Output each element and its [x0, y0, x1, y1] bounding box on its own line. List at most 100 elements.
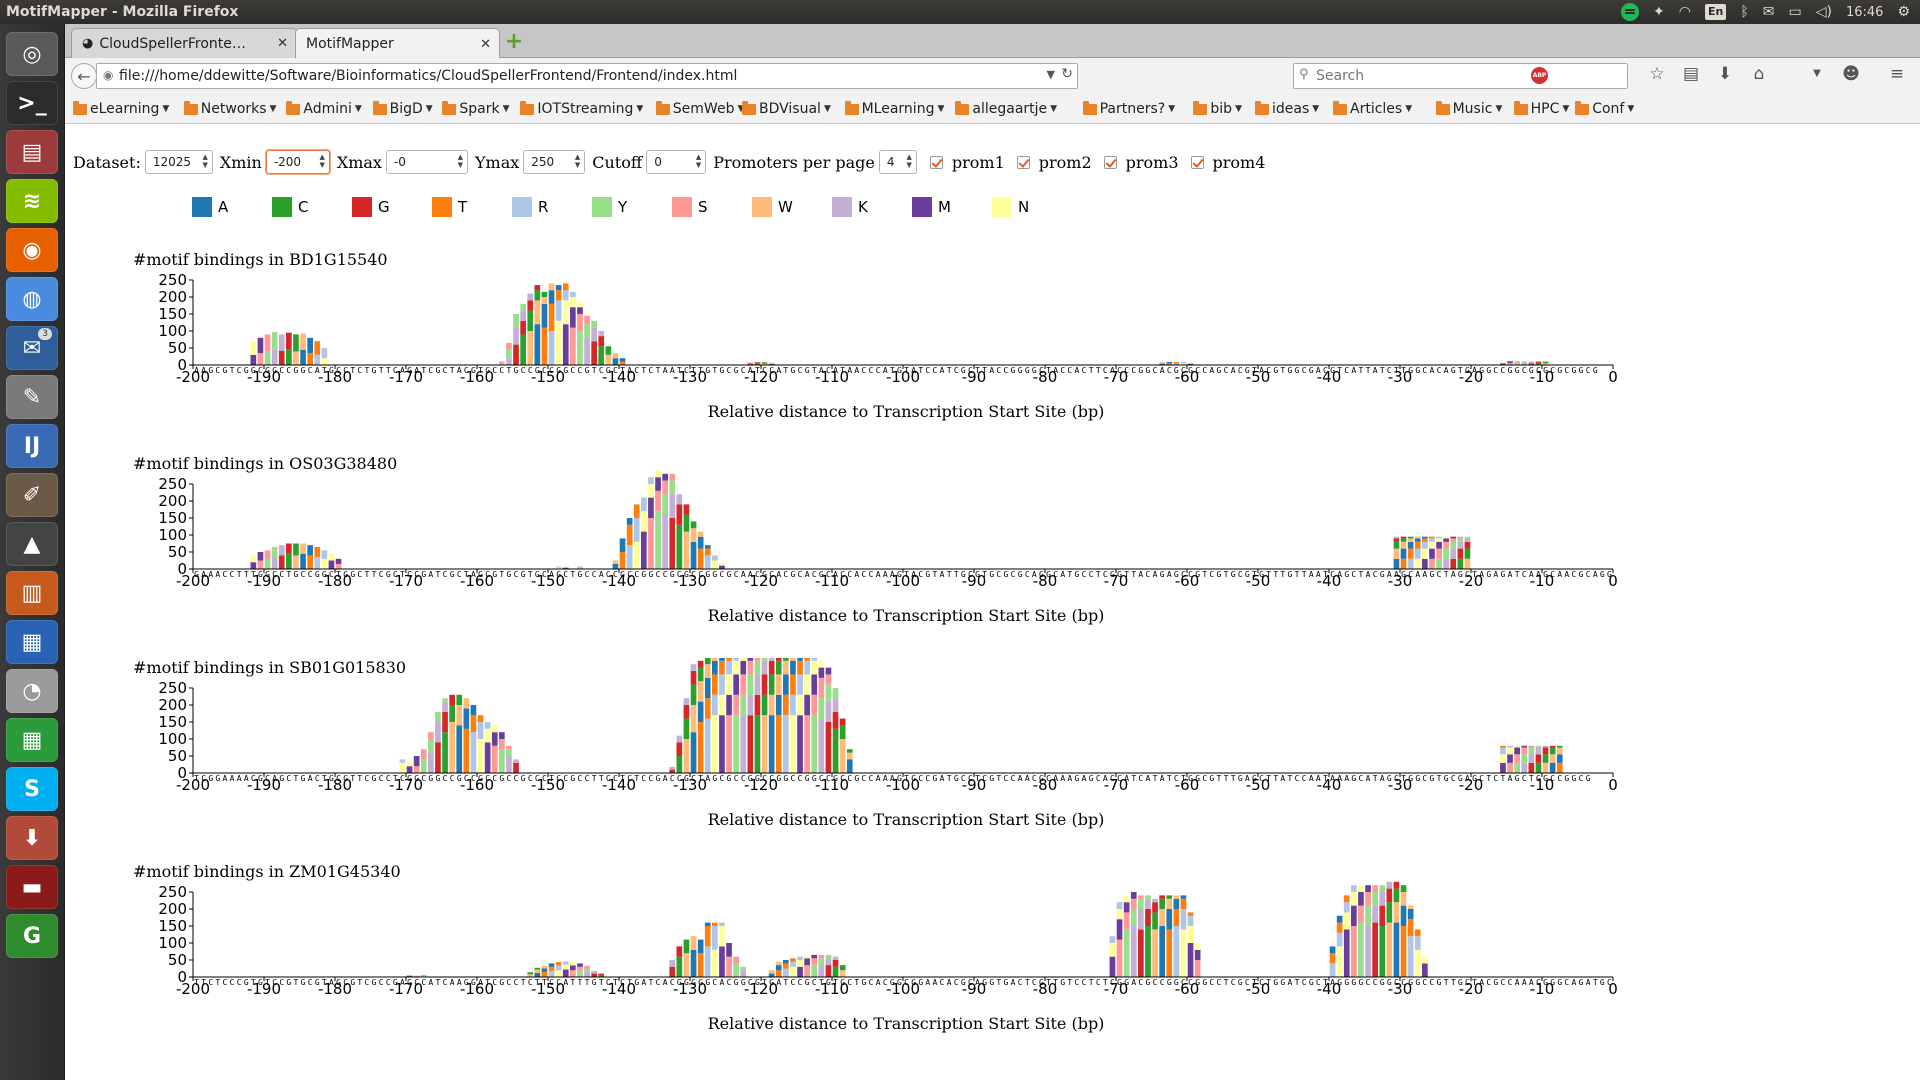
bookmark-folder-spark[interactable]: Spark ▼: [442, 100, 510, 117]
home-icon[interactable]: ⌂: [1753, 64, 1765, 84]
bookmark-star-icon[interactable]: ☆: [1649, 64, 1665, 84]
files-icon[interactable]: ▤: [6, 130, 58, 174]
bookmark-folder-conf[interactable]: Conf ▼: [1575, 100, 1634, 117]
bluetooth-icon[interactable]: ᛒ: [1740, 4, 1749, 20]
chrome-icon[interactable]: ◍: [6, 277, 58, 321]
impress-icon[interactable]: ▥: [6, 571, 58, 615]
promoters-per-page-input[interactable]: 4 ▲ ▼: [878, 150, 917, 174]
sequence-letter: A: [1479, 570, 1484, 579]
prom2-checkbox[interactable]: [1016, 155, 1030, 169]
calc-chart-icon[interactable]: ◔: [6, 669, 58, 713]
wifi-icon[interactable]: ◠: [1678, 4, 1691, 20]
prom1-checkbox[interactable]: [929, 155, 943, 169]
bookmark-folder-articles[interactable]: Articles ▼: [1333, 100, 1412, 117]
bookmark-folder-partners[interactable]: Partners? ▼: [1082, 100, 1175, 117]
url-dropdown-icon[interactable]: ▼: [1046, 68, 1055, 81]
bookmark-folder-music[interactable]: Music ▼: [1435, 100, 1502, 117]
page-info-icon[interactable]: ◉: [103, 68, 114, 82]
chevron-down-icon: ▼: [823, 104, 831, 114]
bookmark-folder-ideas[interactable]: ideas ▼: [1255, 100, 1319, 117]
bookmark-folder-allegaartje[interactable]: allegaartje ▼: [955, 100, 1057, 117]
xmin-input[interactable]: -200 ▲ ▼: [265, 150, 330, 174]
spinner-arrows-icon[interactable]: ▲ ▼: [457, 153, 463, 169]
terminal-icon[interactable]: >_: [6, 81, 58, 125]
spinner-arrows-icon[interactable]: ▲ ▼: [319, 153, 325, 169]
chevron-down-icon[interactable]: ▼: [1813, 68, 1821, 79]
intellij-icon[interactable]: IJ: [6, 424, 58, 468]
dash-home-icon[interactable]: ◎: [6, 32, 58, 76]
download-icon[interactable]: ⬇: [1717, 64, 1733, 84]
clock[interactable]: 16:46: [1845, 4, 1884, 20]
reading-list-icon[interactable]: ▤: [1682, 64, 1700, 84]
video-editor-icon[interactable]: ▬: [6, 865, 58, 909]
sequence-letter: C: [1323, 366, 1328, 375]
writer-icon[interactable]: ▦: [6, 620, 58, 664]
adblock-icon[interactable]: ABP: [1531, 67, 1548, 84]
new-tab-button[interactable]: +: [504, 29, 524, 54]
spinner-arrows-icon[interactable]: ▲ ▼: [906, 153, 912, 169]
close-icon[interactable]: ✕: [277, 36, 288, 51]
volume-icon[interactable]: ◁): [1815, 4, 1832, 20]
dataset-input[interactable]: 12025 ▲ ▼: [144, 150, 213, 174]
bookmark-label: ideas: [1272, 101, 1310, 117]
sequence-letter: C: [613, 366, 618, 375]
bookmark-folder-networks[interactable]: Networks ▼: [183, 100, 276, 117]
sequence-letter: C: [208, 978, 213, 987]
prom3-checkbox[interactable]: [1103, 155, 1117, 169]
thunderbird-icon[interactable]: ✉ 3: [6, 326, 58, 370]
battery-icon[interactable]: ▭: [1788, 4, 1802, 20]
bookmark-folder-iotstreaming[interactable]: IOTStreaming ▼: [520, 100, 643, 117]
bar-segment: [1549, 754, 1556, 763]
bar-segment: [1528, 363, 1535, 365]
mail-icon[interactable]: ✉: [1762, 4, 1775, 20]
x-tick-label: -90: [962, 980, 987, 998]
search-input[interactable]: ⚲ Search: [1293, 63, 1628, 89]
prom4-checkbox[interactable]: [1190, 155, 1204, 169]
sequence-letter: C: [492, 366, 497, 375]
bookmark-folder-semweb[interactable]: SemWeb ▼: [655, 100, 744, 117]
tab-motifmapper[interactable]: MotifMapper ✕: [295, 28, 500, 59]
close-icon[interactable]: ✕: [480, 36, 491, 52]
xmax-input[interactable]: -0 ▲ ▼: [385, 150, 468, 174]
dropbox-icon[interactable]: ✦: [1653, 4, 1665, 20]
skype-icon[interactable]: S: [6, 767, 58, 811]
sequence-letter: G: [1167, 978, 1172, 987]
text-editor-icon[interactable]: ✎: [6, 375, 58, 419]
menu-icon[interactable]: ≡: [1889, 64, 1905, 84]
y-tick-label: 100: [158, 934, 187, 952]
bookmark-folder-hpc[interactable]: HPC ▼: [1513, 100, 1569, 117]
spotify-tray-icon[interactable]: [1621, 3, 1640, 21]
bookmark-folder-bdvisual[interactable]: BDVisual ▼: [742, 100, 831, 117]
gnumeric-icon[interactable]: G: [6, 914, 58, 958]
bookmark-folder-bigd[interactable]: BigD ▼: [372, 100, 433, 117]
url-bar[interactable]: ◉ file:///home/ddewitte/Software/Bioinfo…: [96, 63, 1078, 89]
cutoff-input[interactable]: 0 ▲ ▼: [646, 150, 707, 174]
inkscape-icon[interactable]: ▲: [6, 522, 58, 566]
calc-icon[interactable]: ▦: [6, 718, 58, 762]
bookmark-folder-elearning[interactable]: eLearning ▼: [73, 100, 169, 117]
bookmark-folder-bib[interactable]: bib ▼: [1193, 100, 1242, 117]
sequence-letter: C: [769, 366, 774, 375]
spinner-arrows-icon[interactable]: ▲ ▼: [202, 153, 208, 169]
bar-segment: [648, 518, 654, 569]
paint-icon[interactable]: ✐: [6, 473, 58, 517]
sequence-letter: G: [1075, 774, 1080, 783]
gear-icon[interactable]: ⚙: [1897, 4, 1910, 20]
installer-icon[interactable]: ⬇: [6, 816, 58, 860]
firefox-icon[interactable]: ◉: [6, 228, 58, 272]
ymax-input[interactable]: 250 ▲ ▼: [523, 150, 586, 174]
sequence-letter: T: [507, 366, 512, 375]
spotify-icon[interactable]: ≋: [6, 179, 58, 223]
keyboard-layout-indicator[interactable]: En: [1705, 4, 1727, 20]
bar-segment: [1507, 754, 1513, 763]
back-button[interactable]: ←: [71, 63, 97, 89]
chat-icon[interactable]: ☻: [1842, 64, 1860, 84]
bookmark-folder-mlearning[interactable]: MLearning ▼: [844, 100, 944, 117]
spinner-arrows-icon[interactable]: ▲ ▼: [574, 153, 581, 169]
bar-segment: [1457, 558, 1464, 569]
spinner-arrows-icon[interactable]: ▲ ▼: [695, 153, 702, 169]
bookmark-folder-admini[interactable]: Admini ▼: [286, 100, 362, 117]
bar-segment: [719, 926, 725, 947]
tab-cloudspeller[interactable]: ◕ CloudSpellerFronte… ✕: [71, 28, 297, 58]
reload-icon[interactable]: ↻: [1061, 66, 1073, 82]
